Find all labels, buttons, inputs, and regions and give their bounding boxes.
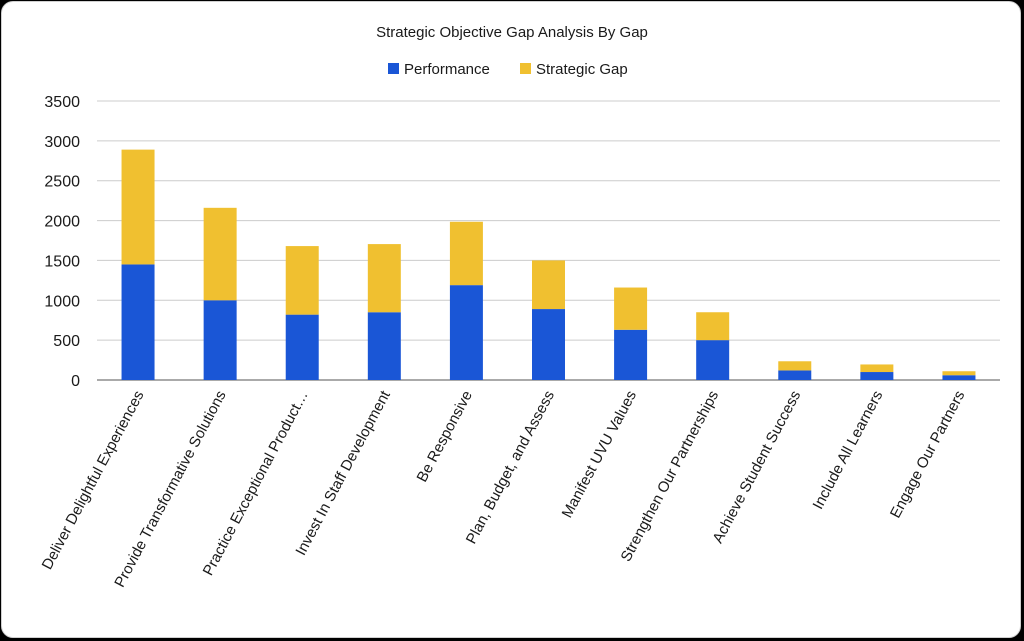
bar-strategic-gap <box>449 221 483 286</box>
bar-performance <box>121 264 155 380</box>
legend-label-strategic-gap: Strategic Gap <box>536 61 628 78</box>
bar-performance <box>367 312 401 380</box>
legend: Performance Strategic Gap <box>388 61 628 78</box>
bar-performance <box>449 285 483 380</box>
bar-performance <box>614 329 648 380</box>
x-tick-label: Engage Our Partners <box>887 388 969 521</box>
bar-performance <box>860 372 894 380</box>
gridlines <box>97 100 1000 381</box>
bar-strategic-gap <box>367 244 401 313</box>
bar-strategic-gap <box>532 260 565 310</box>
y-tick-label: 2000 <box>44 214 80 231</box>
bars <box>121 149 976 380</box>
x-tick-label: Be Responsive <box>414 388 476 485</box>
bar-strategic-gap <box>121 149 155 265</box>
y-tick-label: 0 <box>71 373 80 390</box>
bar-strategic-gap <box>614 287 648 330</box>
y-tick-label: 2500 <box>44 174 80 191</box>
bar-strategic-gap <box>285 246 319 315</box>
legend-label-performance: Performance <box>404 61 490 78</box>
x-tick-label: Include All Learners <box>810 388 887 512</box>
x-tick-label: Plan, Budget, and Assess <box>463 388 558 547</box>
y-tick-label: 1500 <box>44 253 80 270</box>
bar-strategic-gap <box>942 371 976 376</box>
x-tick-label: Manifest UVU Values <box>559 388 640 521</box>
legend-swatch-strategic-gap <box>520 63 531 74</box>
y-tick-label: 500 <box>53 333 80 350</box>
y-tick-label: 1000 <box>44 293 80 310</box>
bar-strategic-gap <box>778 361 812 371</box>
bar-performance <box>285 314 319 380</box>
x-tick-label: Achieve Student Success <box>709 388 804 546</box>
bar-strategic-gap <box>203 207 237 301</box>
bar-strategic-gap <box>696 312 730 341</box>
x-tick-label: Strengthen Our Partnerships <box>618 388 723 565</box>
x-tick-label: Invest In Staff Development <box>292 387 394 558</box>
bar-performance <box>778 370 812 380</box>
y-axis: 0 500 1000 1500 2000 2500 3000 3500 <box>44 94 80 390</box>
y-tick-label: 3500 <box>44 94 80 111</box>
bar-performance <box>203 300 237 380</box>
bar-strategic-gap <box>860 364 894 373</box>
chart-title: Strategic Objective Gap Analysis By Gap <box>376 24 648 41</box>
legend-swatch-performance <box>388 63 399 74</box>
y-tick-label: 3000 <box>44 134 80 151</box>
bar-performance <box>696 340 730 380</box>
bar-performance <box>532 309 565 380</box>
bar-performance <box>942 375 976 380</box>
